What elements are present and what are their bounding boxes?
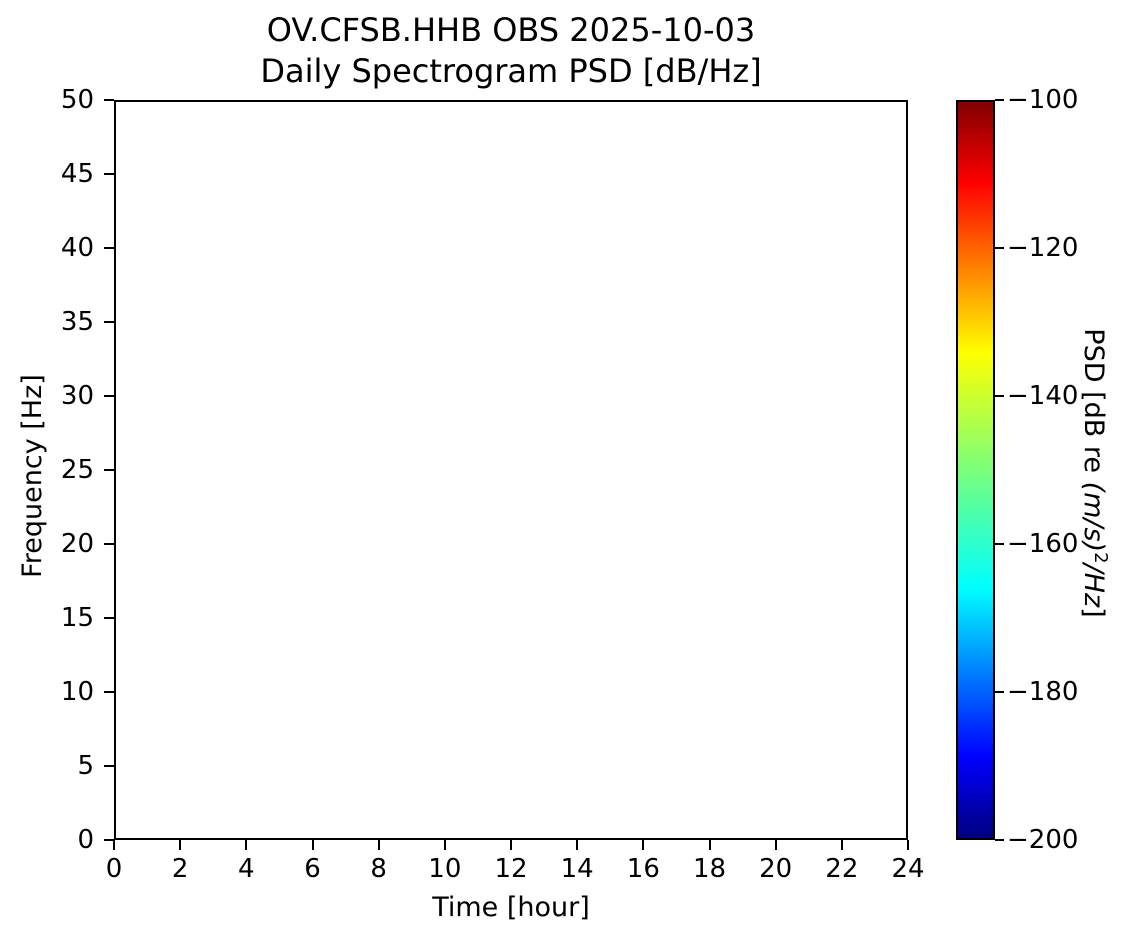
y-tick-label: 15	[60, 603, 94, 633]
x-tick-mark	[510, 840, 512, 850]
y-tick-label: 25	[60, 455, 94, 485]
y-tick-mark	[104, 321, 114, 323]
colorbar-tick-label: −200	[1007, 825, 1079, 855]
colorbar-label-prefix: PSD [dB re	[1078, 328, 1109, 482]
colorbar-tick-label: −180	[1007, 677, 1079, 707]
x-tick-mark	[774, 840, 777, 850]
y-tick-label: 35	[60, 307, 94, 337]
colorbar-label-units: (m/s)	[1078, 481, 1109, 553]
x-tick-label: 6	[304, 854, 321, 884]
x-tick-mark	[311, 840, 314, 850]
y-tick-mark	[104, 99, 114, 101]
colorbar-label-exponent: 2	[1090, 552, 1111, 564]
colorbar-tick-label: −140	[1007, 381, 1079, 411]
x-axis-label: Time [hour]	[432, 892, 590, 923]
x-tick-label: 14	[560, 854, 594, 884]
x-tick-mark	[840, 840, 843, 850]
colorbar-tick-mark	[995, 543, 1004, 545]
x-tick-mark	[179, 840, 182, 850]
y-tick-label: 10	[60, 677, 94, 707]
y-tick-label: 30	[60, 381, 94, 411]
colorbar-tick-label: −100	[1007, 85, 1079, 115]
colorbar-tick-mark	[995, 99, 1004, 101]
x-tick-mark	[642, 840, 645, 850]
y-tick-label: 45	[60, 159, 94, 189]
y-tick-mark	[104, 691, 114, 693]
y-tick-mark	[104, 469, 114, 471]
x-tick-label: 24	[891, 854, 925, 884]
colorbar	[956, 100, 995, 840]
colorbar-tick-mark	[995, 839, 1004, 841]
colorbar-tick-mark	[995, 247, 1004, 249]
plot-area	[114, 100, 908, 840]
x-tick-label: 16	[626, 854, 660, 884]
x-tick-mark	[377, 840, 380, 850]
x-tick-label: 12	[494, 854, 528, 884]
y-tick-mark	[104, 765, 114, 767]
y-tick-label: 50	[60, 85, 94, 115]
y-tick-mark	[104, 173, 114, 175]
chart-title: OV.CFSB.HHB OBS 2025-10-03 Daily Spectro…	[114, 10, 908, 92]
y-tick-mark	[104, 247, 114, 249]
colorbar-tick-mark	[995, 395, 1004, 397]
y-tick-mark	[104, 543, 114, 545]
chart-title-line1: OV.CFSB.HHB OBS 2025-10-03	[266, 11, 756, 49]
x-tick-label: 2	[171, 854, 189, 884]
x-tick-mark	[113, 840, 115, 850]
x-tick-label: 10	[428, 854, 462, 884]
x-tick-label: 8	[370, 854, 387, 884]
colorbar-tick-label: −160	[1007, 529, 1079, 559]
x-tick-label: 4	[238, 854, 255, 884]
colorbar-label-suffix: ]	[1078, 607, 1109, 618]
y-tick-label: 20	[60, 529, 94, 559]
colorbar-tick-mark	[995, 691, 1004, 693]
colorbar-label-units-denominator: /Hz	[1078, 563, 1109, 608]
y-tick-label: 5	[77, 751, 94, 781]
x-tick-mark	[708, 840, 711, 850]
y-tick-mark	[104, 839, 114, 841]
y-tick-label: 0	[77, 825, 94, 855]
colorbar-gradient	[958, 102, 993, 838]
x-tick-label: 18	[692, 854, 727, 884]
x-tick-label: 22	[825, 854, 859, 884]
colorbar-tick-label: −120	[1007, 233, 1079, 263]
x-tick-mark	[245, 840, 248, 850]
y-axis-label: Frequency [Hz]	[17, 374, 48, 578]
x-tick-mark	[576, 840, 579, 850]
x-tick-mark	[907, 840, 909, 850]
colorbar-label: PSD [dB re (m/s)2/Hz]	[1078, 298, 1117, 648]
y-tick-mark	[104, 617, 114, 619]
chart-title-line2: Daily Spectrogram PSD [dB/Hz]	[260, 52, 762, 90]
x-tick-label: 0	[105, 854, 123, 884]
y-tick-mark	[104, 395, 114, 397]
x-tick-mark	[443, 840, 446, 850]
x-tick-label: 20	[759, 854, 793, 884]
y-tick-label: 40	[60, 233, 94, 263]
